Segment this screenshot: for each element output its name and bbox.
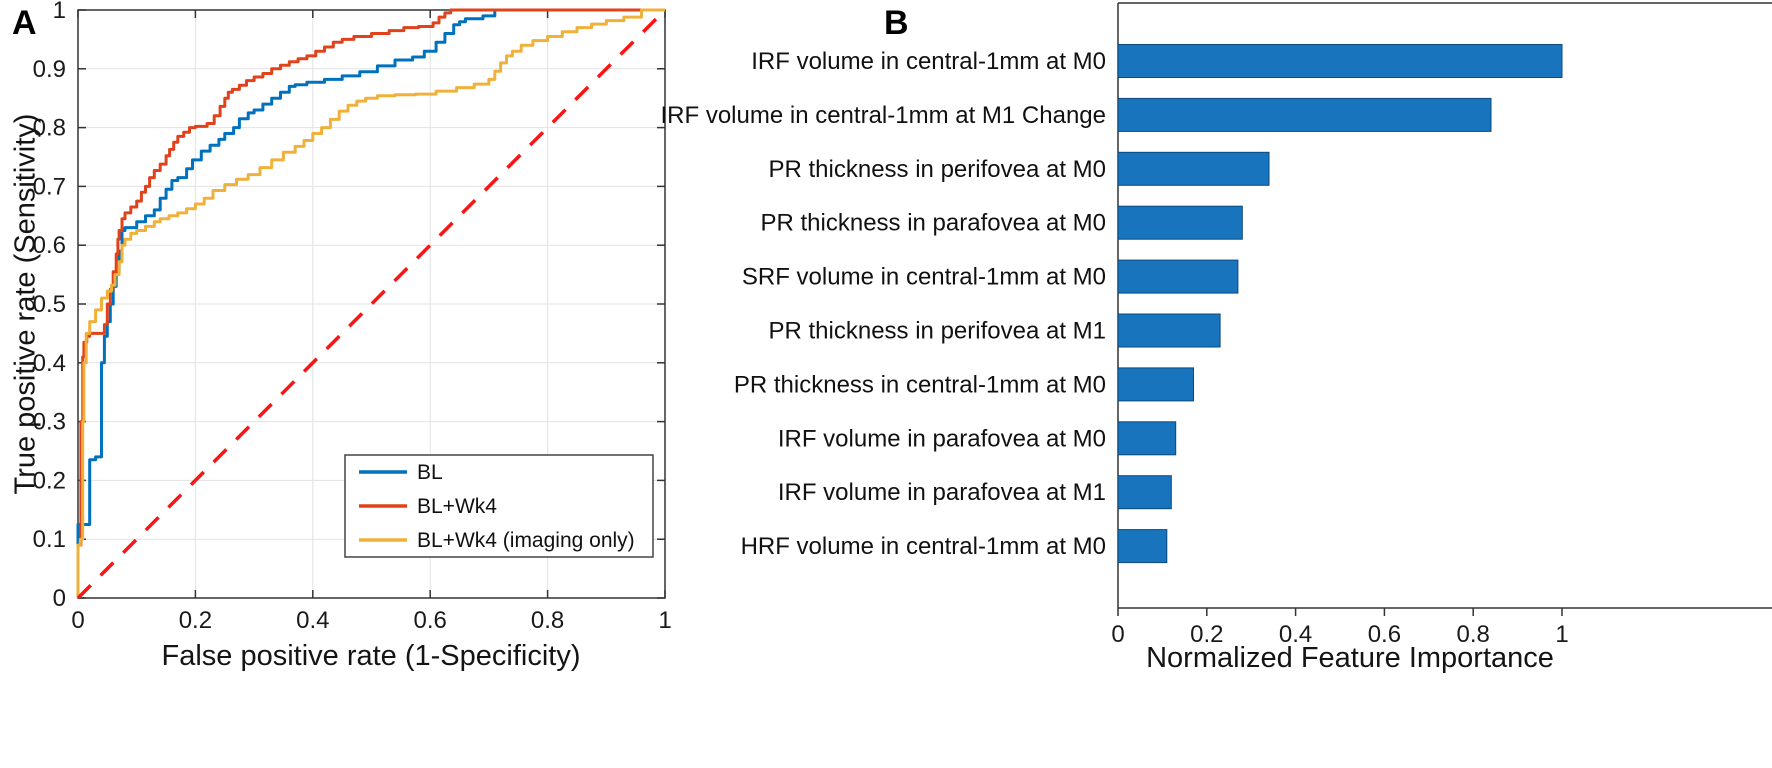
roc-x-tick-label: 0.2 (179, 607, 212, 634)
bar-rows: IRF volume in central-1mm at M0 IRF volum… (661, 44, 1563, 564)
feature-category-label: IRF volume in central-1mm at M0 (751, 48, 1106, 75)
feature-category-label: IRF volume in parafovea at M1 (778, 479, 1106, 506)
roc-y-tick-label: 0.7 (33, 173, 66, 200)
roc-x-tick-label: 1 (658, 607, 671, 634)
roc-y-tick-label: 0.9 (33, 56, 66, 83)
panel-a-label: A (12, 4, 37, 42)
panel-b-label: B (884, 4, 909, 42)
roc-y-tick-label: 0.5 (33, 291, 66, 318)
feature-category-label: PR thickness in parafovea at M0 (760, 210, 1106, 237)
roc-x-axis-label: False positive rate (1-Specificity) (161, 640, 581, 672)
bar-axes (1117, 2, 1772, 609)
feature-category-label: HRF volume in central-1mm at M0 (741, 533, 1106, 560)
roc-y-tick-label: 0.2 (33, 467, 66, 494)
roc-x-tick-label: 0.6 (414, 607, 447, 634)
importance-bar (1117, 151, 1270, 186)
legend-entry-label: BL+Wk4 (417, 495, 497, 518)
importance-bar (1117, 367, 1194, 402)
feature-category-label: PR thickness in central-1mm at M0 (734, 371, 1106, 398)
bar-x-tick-label: 0.2 (1190, 621, 1223, 648)
feature-category-label: IRF volume in central-1mm at M1 Change (661, 102, 1107, 129)
bar-tick-labels: 0 0.2 0.4 0.6 0.8 1 (1111, 608, 1569, 648)
feature-importance-chart: 0 0.2 0.4 0.6 0.8 1 IRF volume in central-1mm … (661, 2, 1772, 648)
importance-bar (1117, 313, 1221, 348)
importance-bar (1117, 421, 1177, 456)
roc-x-tick-label: 0.4 (296, 607, 329, 634)
importance-bar (1117, 97, 1492, 132)
roc-series-chance-diagonal (76, 8, 667, 600)
importance-bar (1117, 259, 1239, 294)
roc-y-tick-label: 0.4 (33, 350, 66, 377)
importance-bar (1117, 475, 1172, 510)
roc-grid (77, 9, 666, 599)
bar-x-axis-label: Normalized Feature Importance (1146, 642, 1554, 674)
roc-tick-labels: 0 0.2 0.4 0.6 0.8 1 0 0.1 0.2 0.3 0.4 0.5 0.6 0.7 0.8 0… (33, 0, 672, 634)
legend-entry-label: BL+Wk4 (imaging only) (417, 529, 635, 552)
bar-x-tick-label: 0 (1111, 621, 1124, 648)
roc-series (76, 8, 667, 600)
roc-y-tick-label: 0.8 (33, 115, 66, 142)
roc-y-tick-label: 0.3 (33, 409, 66, 436)
importance-bar (1117, 529, 1168, 564)
roc-legend: BL BL+Wk4 BL+Wk4 (imaging only) (344, 454, 654, 558)
legend-entry-label: BL (417, 461, 443, 484)
importance-bar (1117, 44, 1563, 78)
roc-y-axis-label: True positive rate (Sensitivity) (9, 113, 42, 495)
roc-y-tick-label: 1 (53, 0, 66, 24)
feature-category-label: IRF volume in parafovea at M0 (778, 425, 1106, 452)
bar-x-tick-label: 0.4 (1279, 621, 1312, 648)
roc-x-tick-label: 0.8 (531, 607, 564, 634)
bar-x-tick-label: 0.8 (1457, 621, 1490, 648)
feature-category-label: PR thickness in perifovea at M1 (769, 318, 1107, 345)
roc-chart: 0 0.2 0.4 0.6 0.8 1 0 0.1 0.2 0.3 0.4 0.5 0.6 0.7 0.8 0… (33, 0, 672, 634)
feature-category-label: SRF volume in central-1mm at M0 (742, 264, 1106, 291)
bar-x-tick-label: 0.6 (1368, 621, 1401, 648)
importance-bar (1117, 205, 1243, 240)
bar-x-tick-label: 1 (1555, 621, 1568, 648)
roc-series-bl-wk4-imaging-only- (76, 8, 665, 598)
roc-y-tick-label: 0.1 (33, 526, 66, 553)
roc-series-bl-wk4 (76, 8, 665, 598)
roc-x-tick-label: 0 (71, 607, 84, 634)
feature-category-label: PR thickness in perifovea at M0 (769, 156, 1107, 183)
roc-y-tick-label: 0.6 (33, 232, 66, 259)
roc-y-tick-label: 0 (53, 585, 66, 612)
